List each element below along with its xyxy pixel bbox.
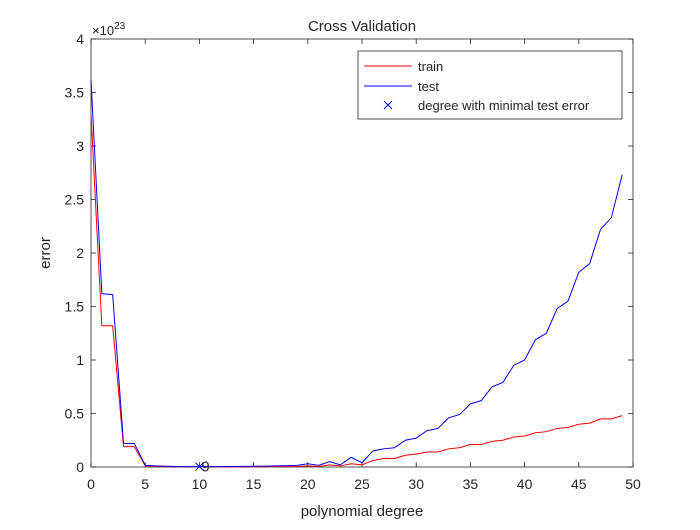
legend-swatch-marker [383, 100, 393, 110]
x-tick-label-3: 15 [246, 476, 262, 492]
series-line-test [90, 79, 623, 468]
legend: train test degree with minimal test erro… [357, 50, 623, 120]
x-tick-label-5: 25 [354, 476, 370, 492]
y-exponent-base: ×10 [92, 23, 114, 38]
x-tick-label-2: 10 [192, 476, 208, 492]
y-tick-label-8: 4 [76, 31, 84, 47]
axis-tick-labels: 0 5 10 15 20 25 30 35 40 45 50 0 0.5 1 1.5 2 2.5 3 3.5 4 [65, 31, 641, 492]
y-tick-label-7: 3.5 [65, 85, 85, 101]
x-tick-label-10: 50 [625, 476, 641, 492]
min-error-marker [195, 462, 204, 471]
x-tick-label-6: 30 [408, 476, 424, 492]
min-error-marker-label: 9 [201, 459, 209, 476]
y-exponent-power: 23 [114, 21, 126, 32]
legend-label-marker: degree with minimal test error [418, 98, 590, 113]
x-tick-label-7: 35 [463, 476, 479, 492]
y-tick-label-2: 1 [76, 352, 84, 368]
y-exponent-label: ×1023 [92, 21, 126, 38]
y-tick-label-1: 0.5 [65, 406, 85, 422]
y-tick-label-0: 0 [76, 459, 84, 475]
series-lines [90, 79, 623, 468]
legend-label-train: train [418, 59, 443, 74]
x-tick-label-0: 0 [87, 476, 95, 492]
y-tick-label-5: 2.5 [65, 192, 85, 208]
x-tick-label-8: 40 [517, 476, 533, 492]
y-tick-label-6: 3 [76, 138, 84, 154]
y-tick-label-3: 1.5 [65, 299, 85, 315]
x-tick-label-9: 45 [571, 476, 587, 492]
legend-label-test: test [418, 79, 439, 94]
x-axis-label: polynomial degree [301, 503, 424, 520]
x-tick-label-4: 20 [300, 476, 316, 492]
x-tick-label-1: 5 [141, 476, 149, 492]
chart-title: Cross Validation [308, 18, 416, 35]
y-tick-label-4: 2 [76, 245, 84, 261]
marker-layer: 9 [195, 459, 210, 476]
y-axis-label: error [37, 237, 54, 269]
legend-box [357, 50, 623, 120]
